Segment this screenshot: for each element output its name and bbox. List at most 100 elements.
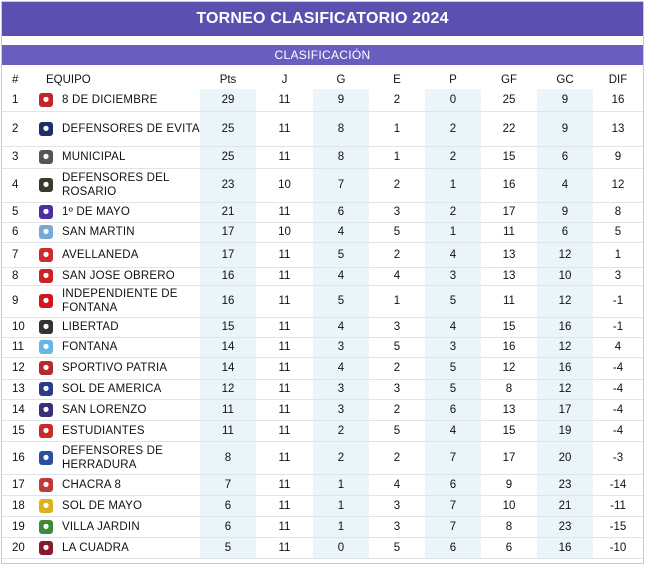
header-lost: P xyxy=(449,73,457,86)
team-crest-icon xyxy=(39,402,53,417)
cell-drawn: 2 xyxy=(369,441,425,475)
cell-won: 4 xyxy=(313,317,369,338)
cell-drawn: 4 xyxy=(369,474,425,496)
cell-points: 15 xyxy=(200,317,256,338)
team-crest-icon xyxy=(39,540,53,555)
cell-goals-against: 9 xyxy=(537,89,593,112)
cell-played: 10 xyxy=(256,222,313,243)
team-name: AVELLANEDA xyxy=(62,248,139,261)
team-crest-icon xyxy=(39,294,53,308)
cell-won: 3 xyxy=(313,337,369,358)
cell-played: 11 xyxy=(256,495,313,517)
cell-lost: 4 xyxy=(425,317,481,338)
cell-team: AVELLANEDA xyxy=(38,242,200,268)
header-points: Pts xyxy=(219,73,237,86)
cell-position: 12 xyxy=(2,357,38,380)
cell-position: 17 xyxy=(2,474,38,496)
cell-goals-against: 19 xyxy=(537,420,593,442)
cell-team: SOL DE AMERICA xyxy=(38,379,200,400)
cell-goal-diff: -4 xyxy=(593,379,643,400)
table-row: 19 VILLA JARDIN 6 11 1 3 7 8 23 -15 xyxy=(2,516,643,538)
table-row: 13 SOL DE AMERICA 12 11 3 3 5 8 12 -4 xyxy=(2,379,643,400)
cell-won: 1 xyxy=(313,516,369,538)
cell-lost: 3 xyxy=(425,267,481,286)
cell-lost: 2 xyxy=(425,146,481,169)
cell-won: 3 xyxy=(313,379,369,400)
cell-points: 17 xyxy=(200,242,256,268)
team-name: 1º DE MAYO xyxy=(62,206,130,218)
table-header-row: # EQUIPO Pts J G E P GF GC DIF xyxy=(2,70,643,89)
team-name: SOL DE MAYO xyxy=(62,499,143,512)
cell-played: 11 xyxy=(256,337,313,358)
cell-goals-for: 15 xyxy=(481,146,537,169)
header-played: J xyxy=(281,73,288,86)
cell-goals-against: 16 xyxy=(537,537,593,559)
cell-team: SPORTIVO PATRIA xyxy=(38,357,200,380)
cell-played: 11 xyxy=(256,474,313,496)
cell-team: SAN LORENZO xyxy=(38,399,200,421)
cell-drawn: 5 xyxy=(369,222,425,243)
cell-points: 7 xyxy=(200,474,256,496)
header-drawn: E xyxy=(393,73,401,86)
cell-drawn: 2 xyxy=(369,357,425,380)
cell-drawn: 2 xyxy=(369,89,425,112)
cell-goals-for: 13 xyxy=(481,267,537,286)
cell-played: 11 xyxy=(256,111,313,147)
cell-position: 14 xyxy=(2,399,38,421)
cell-points: 25 xyxy=(200,111,256,147)
cell-points: 11 xyxy=(200,399,256,421)
team-crest-icon xyxy=(39,269,53,283)
cell-played: 11 xyxy=(256,420,313,442)
cell-goals-for: 17 xyxy=(481,441,537,475)
cell-played: 11 xyxy=(256,516,313,538)
team-crest-icon xyxy=(39,340,53,354)
team-crest-icon xyxy=(39,519,53,534)
cell-team: VILLA JARDIN xyxy=(38,516,200,538)
cell-won: 5 xyxy=(313,285,369,318)
cell-goal-diff: 16 xyxy=(593,89,643,112)
cell-position: 8 xyxy=(2,267,38,286)
cell-goals-against: 21 xyxy=(537,495,593,517)
table-row: 5 1º DE MAYO 21 11 6 3 2 17 9 8 xyxy=(2,202,643,223)
cell-drawn: 3 xyxy=(369,495,425,517)
table-row: 2 DEFENSORES DE EVITA 25 11 8 1 2 22 9 13 xyxy=(2,111,643,147)
cell-goals-for: 8 xyxy=(481,516,537,538)
cell-position: 3 xyxy=(2,146,38,169)
cell-points: 8 xyxy=(200,441,256,475)
team-name: MUNICIPAL xyxy=(62,151,126,163)
cell-team: INDEPENDIENTE DE FONTANA xyxy=(38,285,200,318)
cell-drawn: 1 xyxy=(369,111,425,147)
cell-lost: 7 xyxy=(425,441,481,475)
cell-goals-for: 16 xyxy=(481,168,537,203)
team-name: LIBERTAD xyxy=(62,321,119,333)
table-row: 8 SAN JOSE OBRERO 16 11 4 4 3 13 10 3 xyxy=(2,267,643,286)
cell-goals-for: 15 xyxy=(481,317,537,338)
cell-goals-against: 4 xyxy=(537,168,593,203)
team-crest-icon xyxy=(39,225,53,239)
team-crest-icon xyxy=(39,150,53,164)
header-position: # xyxy=(12,73,19,86)
cell-team: DEFENSORES DE HERRADURA xyxy=(38,441,200,475)
cell-goals-against: 16 xyxy=(537,317,593,338)
cell-played: 11 xyxy=(256,242,313,268)
cell-lost: 5 xyxy=(425,379,481,400)
cell-won: 3 xyxy=(313,399,369,421)
table-row: 15 ESTUDIANTES 11 11 2 5 4 15 19 -4 xyxy=(2,420,643,442)
cell-won: 8 xyxy=(313,111,369,147)
team-crest-icon xyxy=(39,320,53,334)
cell-points: 29 xyxy=(200,89,256,112)
cell-team: LIBERTAD xyxy=(38,317,200,338)
cell-lost: 3 xyxy=(425,337,481,358)
cell-points: 11 xyxy=(200,420,256,442)
table-row: 6 SAN MARTIN 17 10 4 5 1 11 6 5 xyxy=(2,222,643,243)
team-crest-icon xyxy=(39,423,53,438)
team-name: DEFENSORES DE HERRADURA xyxy=(62,444,164,471)
cell-position: 6 xyxy=(2,222,38,243)
cell-goals-against: 20 xyxy=(537,441,593,475)
cell-won: 4 xyxy=(313,357,369,380)
cell-goal-diff: 8 xyxy=(593,202,643,223)
cell-points: 12 xyxy=(200,379,256,400)
team-name: SOL DE AMERICA xyxy=(62,383,162,395)
team-name: CHACRA 8 xyxy=(62,478,122,491)
